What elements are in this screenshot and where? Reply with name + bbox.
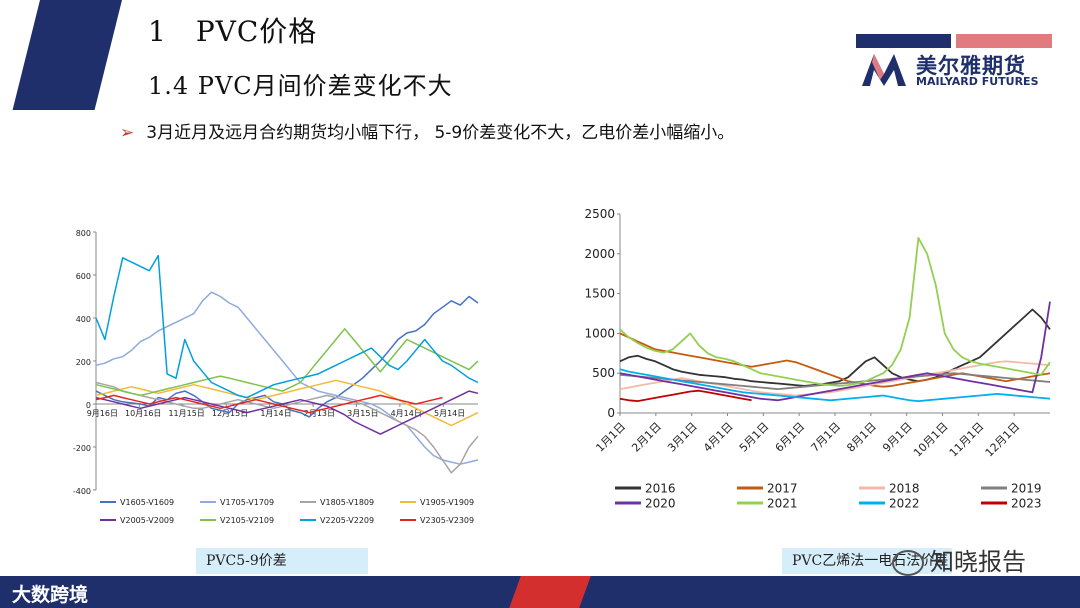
wechat-icon <box>892 550 924 576</box>
series-line-V2005-V2009 <box>95 390 479 435</box>
x-tick-label: 4月14日 <box>391 409 422 418</box>
legend-label: V1605-V1609 <box>120 498 174 507</box>
legend-label: V2305-V2309 <box>420 516 474 525</box>
logo-name-en: MAILYARD FUTURES <box>916 75 1039 88</box>
summary-text: 3月近月及远月合约期货均小幅下行， 5-9价差变化不大，乙电价差小幅缩小。 <box>146 123 735 143</box>
legend-label: 2019 <box>1011 481 1042 495</box>
series-line-2022 <box>619 368 1051 403</box>
logo-m-mark-icon <box>862 54 906 86</box>
legend-label: 2016 <box>645 481 676 495</box>
y-tick-label: -400 <box>73 487 91 496</box>
y-tick-label: 400 <box>76 315 91 324</box>
y-tick-label: 600 <box>76 272 91 281</box>
series-line-V1805-V1809 <box>95 381 479 474</box>
company-logo: 美尔雅期货 MAILYARD FUTURES <box>856 30 1056 92</box>
series-line-V1705-V1709 <box>95 291 479 465</box>
x-tick-label: 8月1日 <box>844 420 879 455</box>
legend-label: 2020 <box>645 496 676 510</box>
x-tick-label: 11月1日 <box>947 420 987 460</box>
footer-bar: 大数跨境 <box>0 576 1080 608</box>
page-title: 1 PVC价格 <box>148 15 318 48</box>
x-tick-label: 5月14日 <box>434 409 465 418</box>
y-tick-label: 800 <box>76 229 91 238</box>
y-tick-label: 0 <box>607 406 615 420</box>
legend-label: V1905-V1909 <box>420 498 474 507</box>
series-line-2020 <box>619 301 1051 402</box>
series-line-V2105-V2109 <box>95 328 479 397</box>
y-tick-label: 200 <box>76 358 91 367</box>
y-tick-label: 1000 <box>584 326 615 340</box>
x-tick-label: 10月1日 <box>911 420 951 460</box>
x-tick-label: 3月15日 <box>347 409 378 418</box>
legend-label: 2022 <box>889 496 920 510</box>
legend-label: V2005-V2009 <box>120 516 174 525</box>
page-subtitle: 1.4 PVC月间价差变化不大 <box>148 72 453 100</box>
pvc-ethylene-carbide-spread-chart: 0 500 1000 1500 2000 2500 1月1日 2月1日 3月1日 4月1日 5月1日… <box>584 207 1051 510</box>
watermark-text: 知晓报告 <box>930 548 1026 576</box>
series-line-2018 <box>619 360 1051 397</box>
x-tick-label: 1月14日 <box>260 409 291 418</box>
x-tick-label: 3月1日 <box>665 420 700 455</box>
series-line-V2205-V2209 <box>95 254 479 399</box>
footer-brand: 大数跨境 <box>12 584 89 606</box>
series-line-2019 <box>619 372 1051 391</box>
y-tick-label: 1500 <box>584 287 615 301</box>
legend-label: 2021 <box>767 496 798 510</box>
legend-label: V2105-V2109 <box>220 516 274 525</box>
x-tick-label: 12月15日 <box>212 409 248 418</box>
legend-label: V1705-V1709 <box>220 498 274 507</box>
arrow-bullet-icon: ➢ <box>120 123 135 143</box>
legend-label: V1805-V1809 <box>320 498 374 507</box>
series-line-2021 <box>619 237 1051 387</box>
x-tick-label: 1月1日 <box>593 420 628 455</box>
x-tick-label: 9月1日 <box>880 420 915 455</box>
y-tick-label: 500 <box>592 366 615 380</box>
y-tick-label: 2500 <box>584 207 615 221</box>
header-accent-shape <box>12 0 122 110</box>
pvc-5-9-spread-chart: -400 -200 0 200 400 600 800 9月16日 10月16日 11月15日 12… <box>73 229 479 525</box>
y-tick-label: -200 <box>73 444 91 453</box>
legend-label: 2023 <box>1011 496 1042 510</box>
series-line-2016 <box>619 308 1051 387</box>
x-tick-label: 2月1日 <box>629 420 664 455</box>
x-tick-label: 7月1日 <box>808 420 843 455</box>
logo-pink-bar <box>956 34 1052 48</box>
x-tick-label: 9月16日 <box>87 409 118 418</box>
x-tick-label: 12月1日 <box>983 420 1023 460</box>
series-line-V1905-V1909 <box>95 379 479 427</box>
x-tick-label: 4月1日 <box>701 420 736 455</box>
summary-bullet: ➢ 3月近月及远月合约期货均小幅下行， 5-9价差变化不大，乙电价差小幅缩小。 <box>120 118 734 143</box>
x-tick-label: 2月13日 <box>304 409 335 418</box>
y-tick-label: 2000 <box>584 247 615 261</box>
x-tick-label: 6月1日 <box>773 420 808 455</box>
x-tick-label: 5月1日 <box>737 420 772 455</box>
watermark: 知晓报告 <box>892 542 1026 577</box>
x-tick-label: 11月15日 <box>168 409 204 418</box>
series-line-2023 <box>619 389 752 403</box>
x-tick-label: 10月16日 <box>125 409 161 418</box>
footer-red-accent <box>509 576 591 608</box>
series-line-V2305-V2309 <box>95 394 443 414</box>
legend-label: 2017 <box>767 481 798 495</box>
y-tick-label: 0 <box>86 401 91 410</box>
legend-label: V2205-V2209 <box>320 516 374 525</box>
left-chart-caption: PVC5-9价差 <box>196 548 368 574</box>
legend-label: 2018 <box>889 481 920 495</box>
logo-name: 美尔雅期货 <box>916 54 1026 78</box>
logo-navy-bar <box>856 34 951 48</box>
